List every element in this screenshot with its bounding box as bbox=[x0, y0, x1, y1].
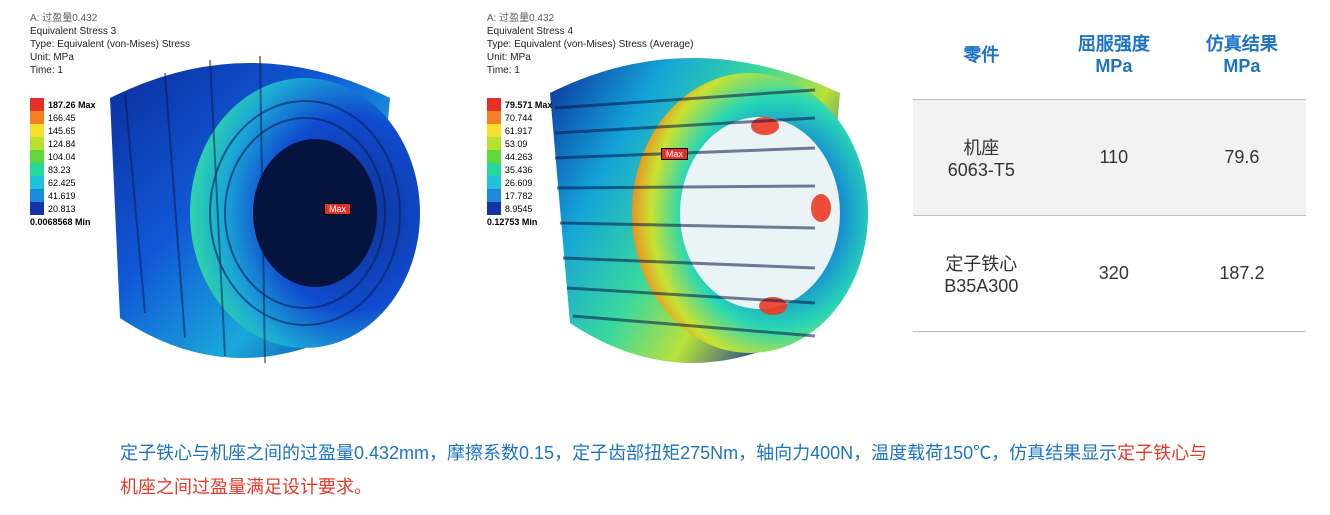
legend-val: 61.917 bbox=[505, 126, 533, 136]
sim-right-max-tag: Max bbox=[661, 148, 688, 160]
legend-val: 44.263 bbox=[505, 152, 533, 162]
cell-part: 机座6063-T5 bbox=[913, 100, 1050, 216]
sim-left-max-tag: Max bbox=[324, 203, 351, 215]
cell-part: 定子铁心B35A300 bbox=[913, 216, 1050, 332]
th-sim: 仿真结果MPa bbox=[1178, 8, 1306, 100]
cell-sim: 187.2 bbox=[1178, 216, 1306, 332]
sim-left-overlay: A: 过盈量0.432 Equivalent Stress 3 Type: Eq… bbox=[30, 12, 190, 77]
sim-left-line2: Equivalent Stress 3 bbox=[30, 25, 190, 38]
sim-left-line5: Time: 1 bbox=[30, 64, 190, 77]
cell-sim: 79.6 bbox=[1178, 100, 1306, 216]
legend-val: 35.436 bbox=[505, 165, 533, 175]
caption-main: 定子铁心与机座之间的过盈量0.432mm，摩擦系数0.15，定子齿部扭矩275N… bbox=[120, 443, 1117, 463]
sim-right-line3: Type: Equivalent (von-Mises) Stress (Ave… bbox=[487, 38, 694, 51]
sim-right-legend: 79.571 Max 70.744 61.917 53.09 44.263 35.436 2… bbox=[487, 98, 553, 228]
th-part: 零件 bbox=[913, 8, 1050, 100]
table-row: 机座6063-T511079.6 bbox=[913, 100, 1306, 216]
th-yield-label: 屈服强度MPa bbox=[1078, 34, 1150, 76]
sim-right-overlay: A: 过盈量0.432 Equivalent Stress 4 Type: Eq… bbox=[487, 12, 694, 77]
sim-left-line3: Type: Equivalent (von-Mises) Stress bbox=[30, 38, 190, 51]
legend-val: 53.09 bbox=[505, 139, 528, 149]
legend-val: 83.23 bbox=[48, 165, 71, 175]
table-header-row: 零件 屈服强度MPa 仿真结果MPa bbox=[913, 8, 1306, 100]
sim-panel-housing: A: 过盈量0.432 Equivalent Stress 4 Type: Eq… bbox=[481, 8, 909, 408]
legend-val: 124.84 bbox=[48, 139, 76, 149]
sim-right-line5: Time: 1 bbox=[487, 64, 694, 77]
sim-left-legend: 187.26 Max 166.45 145.65 124.84 104.04 83.23 6… bbox=[30, 98, 96, 228]
sim-left-title: A: 过盈量0.432 bbox=[30, 12, 190, 25]
cell-yield: 110 bbox=[1050, 100, 1178, 216]
sim-right-line2: Equivalent Stress 4 bbox=[487, 25, 694, 38]
legend-val: 8.9545 bbox=[505, 204, 533, 214]
legend-min: 0.0068568 Min bbox=[30, 217, 91, 227]
th-part-label: 零件 bbox=[963, 45, 999, 65]
results-table: 零件 屈服强度MPa 仿真结果MPa 机座6063-T511079.6定子铁心B… bbox=[913, 8, 1306, 332]
legend-val: 17.782 bbox=[505, 191, 533, 201]
stator-core-render bbox=[70, 38, 430, 378]
housing-render bbox=[515, 38, 875, 378]
table-row: 定子铁心B35A300320187.2 bbox=[913, 216, 1306, 332]
legend-val: 20.813 bbox=[48, 204, 76, 214]
th-sim-label: 仿真结果MPa bbox=[1206, 34, 1278, 76]
legend-val: 26.609 bbox=[505, 178, 533, 188]
caption: 定子铁心与机座之间的过盈量0.432mm，摩擦系数0.15，定子齿部扭矩275N… bbox=[0, 408, 1330, 504]
cell-yield: 320 bbox=[1050, 216, 1178, 332]
sim-left-line4: Unit: MPa bbox=[30, 51, 190, 64]
th-yield: 屈服强度MPa bbox=[1050, 8, 1178, 100]
legend-max: 79.571 Max bbox=[505, 100, 553, 110]
legend-max: 187.26 Max bbox=[48, 100, 96, 110]
legend-val: 166.45 bbox=[48, 113, 76, 123]
sim-right-title: A: 过盈量0.432 bbox=[487, 12, 694, 25]
top-row: A: 过盈量0.432 Equivalent Stress 3 Type: Eq… bbox=[0, 0, 1330, 408]
legend-val: 104.04 bbox=[48, 152, 76, 162]
legend-val: 145.65 bbox=[48, 126, 76, 136]
legend-min: 0.12753 Min bbox=[487, 217, 538, 227]
legend-val: 70.744 bbox=[505, 113, 533, 123]
legend-val: 41.619 bbox=[48, 191, 76, 201]
sim-panel-stator-core: A: 过盈量0.432 Equivalent Stress 3 Type: Eq… bbox=[24, 8, 477, 408]
sim-right-line4: Unit: MPa bbox=[487, 51, 694, 64]
legend-val: 62.425 bbox=[48, 178, 76, 188]
